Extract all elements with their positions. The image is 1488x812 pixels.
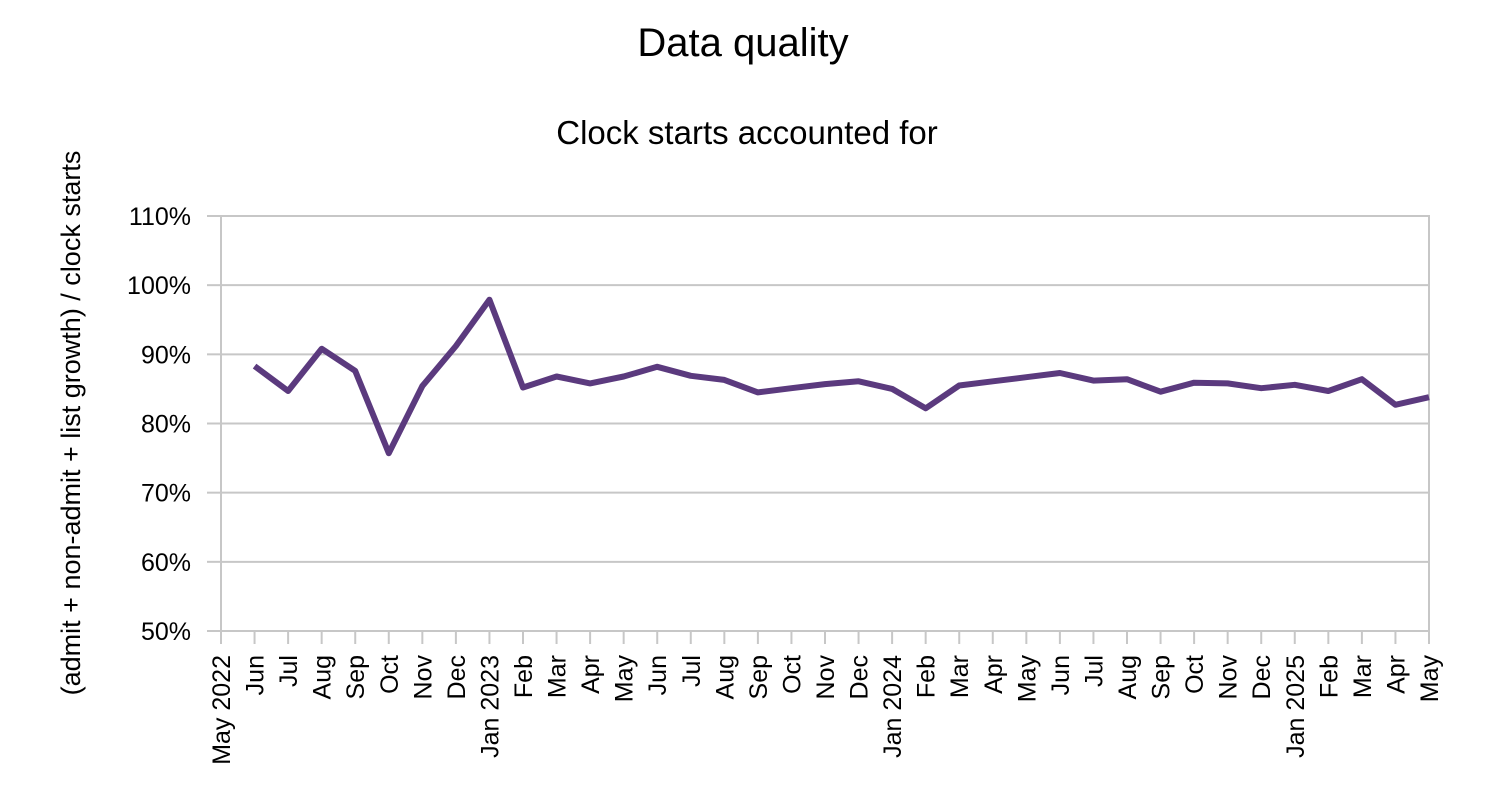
y-axis-label: (admit + non-admit + list growth) / cloc… [56,151,86,696]
x-tick-label: Jan 2025 [1282,655,1310,758]
x-tick-label: Oct [778,655,806,694]
x-tick-label: Nov [812,655,840,700]
x-tick-label: Dec [846,655,874,699]
x-tick-label: Mar [544,655,572,698]
y-tick-label: 70% [141,480,191,508]
x-axis-ticks: May 2022 Jun Jul Aug Sep Oct Nov Dec Jan 2023 Feb… [208,631,1444,765]
y-tick-label: 100% [127,272,191,300]
x-tick-label: Jun [242,655,270,695]
x-tick-label: Oct [376,655,404,694]
x-tick-label: Jul [678,655,706,687]
x-tick-label: Jun [1047,655,1075,695]
x-tick-label: Jul [275,655,303,687]
x-tick-label: Dec [443,655,471,699]
y-tick-label: 60% [141,549,191,577]
x-tick-label: May [1013,655,1041,703]
x-tick-label: May [611,655,639,703]
x-tick-label: May 2022 [208,655,236,765]
x-tick-label: Apr [577,655,605,694]
y-tick-label: 90% [141,341,191,369]
x-tick-label: Aug [711,655,739,699]
x-tick-label: Jun [644,655,672,695]
chart-subtitle: Clock starts accounted for [556,114,938,151]
series-line [252,296,1430,457]
x-tick-label: Sep [1148,655,1176,699]
x-tick-label: Mar [946,655,974,698]
x-tick-label: Jan 2024 [879,655,907,758]
x-tick-label: Mar [1349,655,1377,698]
y-tick-label: 50% [141,618,191,646]
x-tick-label: Nov [409,655,437,700]
x-tick-label: Jan 2023 [476,655,504,758]
x-tick-label: Feb [913,655,941,698]
x-tick-label: Aug [309,655,337,699]
x-tick-label: Nov [1215,655,1243,700]
x-tick-label: Oct [1181,655,1209,694]
y-tick-label: 110% [129,203,191,231]
x-tick-label: Dec [1248,655,1276,699]
series-layer [252,296,1430,457]
y-axis-ticks: 50% 60% 70% 80% 90% 100% 110% [127,203,221,646]
y-tick-label: 80% [141,411,191,439]
x-tick-label: May [1416,655,1444,703]
x-tick-label: Aug [1114,655,1142,699]
chart-title: Data quality [637,21,848,65]
x-tick-label: Feb [510,655,538,698]
x-tick-label: Jul [1080,655,1108,687]
x-tick-label: Sep [342,655,370,699]
x-tick-label: Apr [980,655,1008,694]
gridlines [221,284,1429,563]
x-tick-label: Feb [1315,655,1343,698]
x-tick-label: Sep [745,655,773,699]
x-tick-label: Apr [1382,655,1410,694]
